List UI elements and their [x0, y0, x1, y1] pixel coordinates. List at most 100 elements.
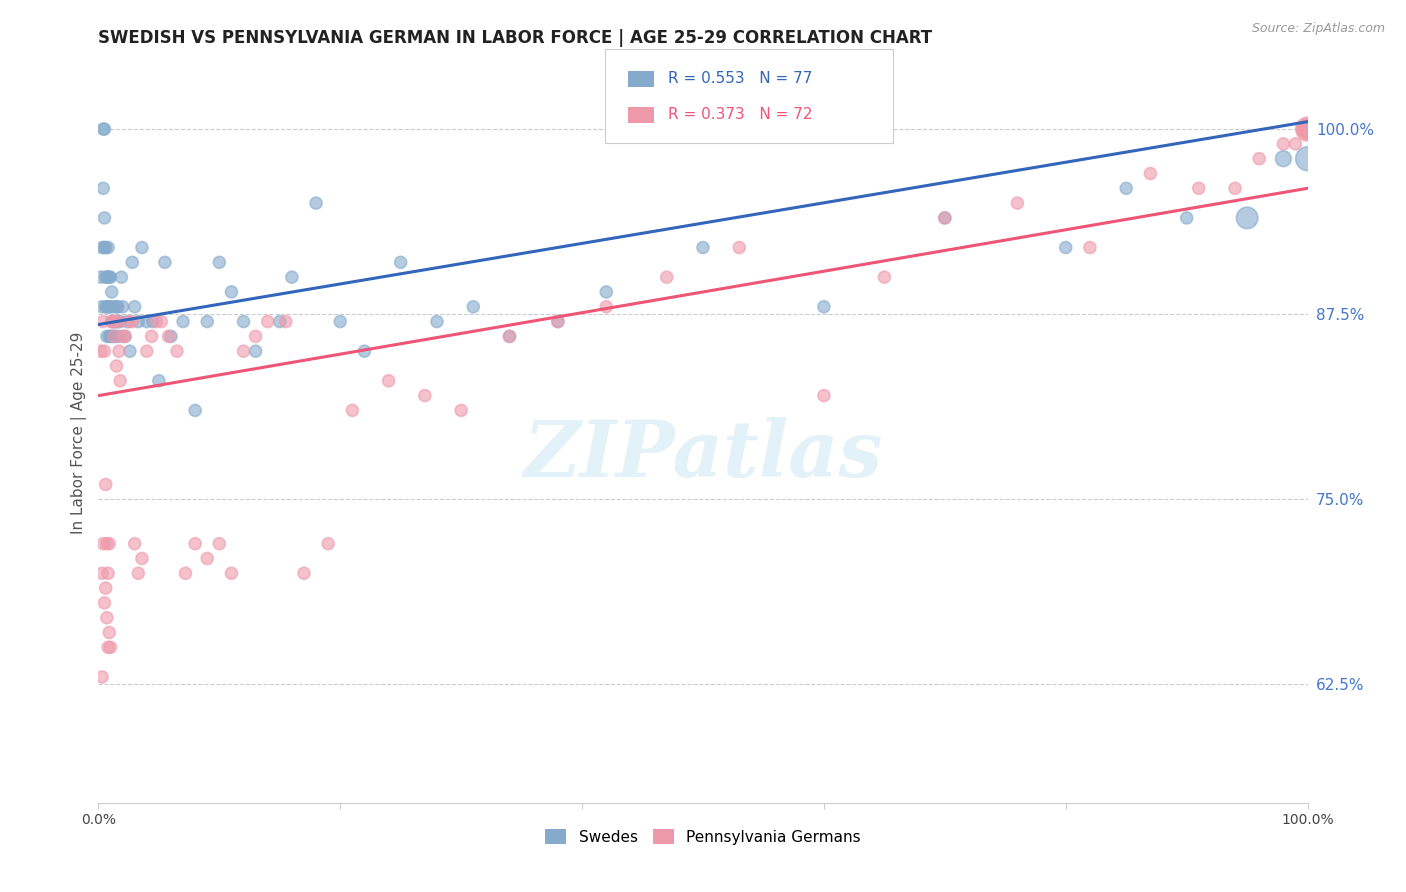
Point — [692, 240, 714, 254]
Point — [142, 314, 165, 328]
Point — [100, 285, 122, 299]
Point — [873, 270, 896, 285]
Point — [100, 314, 122, 328]
Point — [135, 344, 157, 359]
Point — [131, 551, 153, 566]
Point — [221, 285, 243, 299]
Point — [96, 537, 118, 551]
Point — [91, 240, 114, 254]
Point — [813, 389, 835, 403]
Point — [1296, 152, 1319, 166]
Point — [121, 314, 143, 328]
Point — [160, 329, 183, 343]
Point — [153, 255, 176, 269]
Point — [100, 640, 122, 655]
Point — [135, 314, 157, 328]
Point — [305, 196, 328, 211]
Point — [91, 314, 114, 328]
Point — [1272, 136, 1295, 151]
Point — [98, 300, 121, 314]
Point — [114, 329, 136, 343]
Legend: Swedes, Pennsylvania Germans: Swedes, Pennsylvania Germans — [538, 823, 868, 851]
Point — [1296, 122, 1319, 136]
Point — [91, 122, 114, 136]
Point — [108, 314, 131, 328]
Point — [105, 300, 128, 314]
Point — [91, 300, 114, 314]
Point — [1296, 122, 1319, 136]
Text: Source: ZipAtlas.com: Source: ZipAtlas.com — [1251, 22, 1385, 36]
Point — [426, 314, 449, 328]
Point — [1054, 240, 1077, 254]
Text: R = 0.553   N = 77: R = 0.553 N = 77 — [668, 71, 813, 87]
Point — [813, 300, 835, 314]
Point — [111, 300, 134, 314]
Point — [97, 300, 120, 314]
Point — [100, 314, 122, 328]
Point — [728, 240, 751, 254]
Point — [104, 314, 127, 328]
Point — [148, 374, 170, 388]
Point — [450, 403, 472, 417]
Point — [1007, 196, 1029, 211]
Point — [934, 211, 956, 225]
Point — [595, 300, 617, 314]
Point — [1272, 152, 1295, 166]
Point — [111, 329, 134, 343]
Point — [174, 566, 197, 581]
Point — [91, 181, 114, 195]
Point — [114, 329, 136, 343]
Point — [97, 566, 120, 581]
Point — [1139, 166, 1161, 180]
Point — [107, 300, 129, 314]
Point — [316, 537, 339, 551]
Point — [934, 211, 956, 225]
Point — [93, 122, 115, 136]
Point — [157, 329, 180, 343]
Point — [107, 314, 129, 328]
Point — [101, 314, 124, 328]
Point — [97, 640, 120, 655]
Text: SWEDISH VS PENNSYLVANIA GERMAN IN LABOR FORCE | AGE 25-29 CORRELATION CHART: SWEDISH VS PENNSYLVANIA GERMAN IN LABOR … — [98, 29, 932, 47]
Point — [377, 374, 399, 388]
Point — [389, 255, 412, 269]
Point — [96, 611, 118, 625]
Point — [96, 329, 118, 343]
Point — [103, 329, 125, 343]
Point — [108, 329, 131, 343]
Point — [329, 314, 352, 328]
Point — [108, 344, 131, 359]
Point — [195, 551, 218, 566]
Text: ZIPatlas: ZIPatlas — [523, 417, 883, 493]
Point — [98, 270, 121, 285]
Point — [94, 270, 117, 285]
Point — [103, 314, 125, 328]
Point — [353, 344, 375, 359]
Point — [245, 344, 267, 359]
Point — [150, 314, 173, 328]
Point — [100, 270, 122, 285]
Point — [547, 314, 569, 328]
Point — [498, 329, 520, 343]
Point — [256, 314, 278, 328]
Point — [232, 314, 254, 328]
Point — [96, 300, 118, 314]
Point — [1249, 152, 1271, 166]
Point — [274, 314, 297, 328]
Point — [103, 300, 125, 314]
Point — [342, 403, 364, 417]
Point — [100, 329, 122, 343]
Point — [110, 270, 132, 285]
Point — [1188, 181, 1211, 195]
Point — [101, 329, 124, 343]
Point — [166, 344, 188, 359]
Point — [655, 270, 678, 285]
Point — [547, 314, 569, 328]
Point — [90, 270, 112, 285]
Point — [98, 625, 121, 640]
Point — [131, 240, 153, 254]
Point — [1078, 240, 1101, 254]
Point — [127, 566, 149, 581]
Point — [93, 344, 115, 359]
Point — [94, 581, 117, 595]
